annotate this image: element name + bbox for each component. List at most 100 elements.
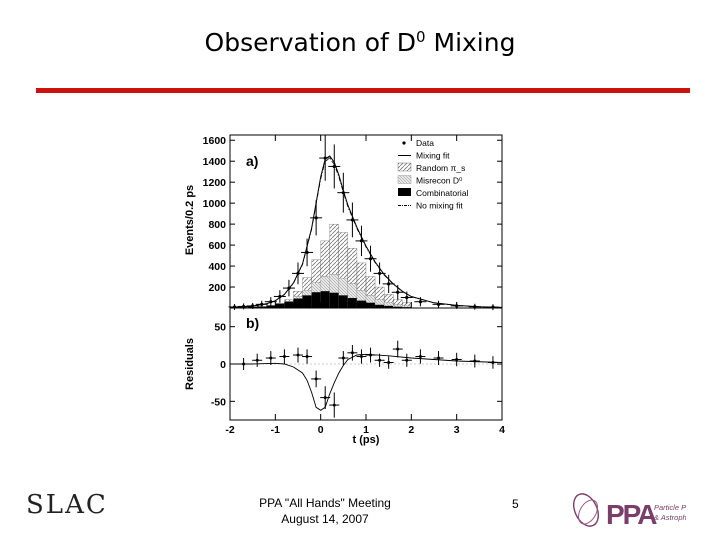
data-point [232, 305, 237, 309]
legend-combinatorial-swatch [398, 188, 411, 196]
misrecon-d0-bar [293, 296, 303, 299]
top-y-tick-label: 400 [208, 261, 226, 273]
top-y-axis-label: Events/0.2 ps [184, 185, 196, 255]
data-point [323, 156, 327, 160]
residual-point [332, 403, 336, 407]
top-y-tick-label: 800 [208, 219, 226, 231]
random-pis-bar [302, 277, 312, 291]
random-pis-bar [383, 294, 394, 303]
combinatorial-bar [338, 295, 348, 308]
title-superscript: 0 [416, 28, 426, 46]
data-point [251, 304, 255, 308]
data-point [332, 164, 336, 169]
x-axis-label: t (ps) [353, 434, 380, 446]
residual-point [242, 362, 246, 366]
combinatorial-bar [320, 291, 330, 308]
data-point [378, 271, 382, 275]
slac-logo: SLAC [26, 490, 108, 520]
page-number: 5 [512, 497, 519, 511]
residual-point [359, 355, 363, 359]
ppa-logo-sub2: & Astrophysics [654, 513, 686, 522]
combinatorial-bar [275, 303, 285, 308]
misrecon-d0-bar [374, 299, 385, 306]
x-tick-label: 3 [454, 424, 460, 436]
data-point [436, 302, 441, 306]
top-y-tick-label: 1000 [203, 198, 227, 210]
random-pis-bar [393, 299, 403, 306]
residual-point [396, 347, 400, 351]
data-point [341, 191, 345, 195]
random-pis-bar [338, 232, 349, 279]
random-pis-bar [347, 248, 358, 285]
bottom-y-axis-label: Residuals [184, 338, 196, 390]
data-point [287, 286, 291, 290]
residual-point [491, 361, 495, 365]
residual-point [282, 355, 286, 359]
misrecon-d0-bar [347, 283, 358, 299]
residual-point [473, 359, 477, 363]
random-pis-bar [374, 286, 385, 300]
residual-point [255, 358, 259, 362]
residual-point [387, 361, 391, 365]
combinatorial-bar [311, 292, 321, 308]
x-tick-label: 0 [318, 424, 324, 436]
residual-point [341, 356, 345, 360]
legend-random-swatch [397, 162, 412, 172]
data-point [491, 305, 495, 309]
top-y-tick-label: 1200 [203, 177, 227, 189]
title-tail: Mixing [425, 28, 516, 57]
random-pis-bar [275, 303, 285, 304]
residual-point [455, 358, 459, 362]
legend-entry: Data [416, 138, 434, 148]
footer: PPA "All Hands" Meeting August 14, 2007 [245, 495, 405, 527]
residual-point [269, 356, 273, 360]
x-tick-label: 1 [363, 424, 369, 436]
x-tick-label: -2 [225, 424, 234, 436]
misrecon-d0-bar [383, 302, 394, 307]
footer-meeting: PPA "All Hands" Meeting [259, 496, 391, 510]
combinatorial-bar [393, 306, 403, 308]
residual-point [378, 358, 382, 362]
misrecon-d0-bar [365, 295, 376, 303]
ppa-logo-sub1: Particle Physics [654, 503, 686, 512]
no-mixing-fit-curve [229, 157, 503, 308]
combinatorial-bar [266, 305, 276, 308]
ppa-logo: PPA Particle Physics & Astrophysics [573, 493, 686, 530]
title-underline [36, 88, 690, 93]
legend-entry: Mixing fit [416, 151, 450, 161]
random-pis-bar [356, 262, 367, 291]
bottom-y-tick-label: -50 [211, 396, 226, 408]
data-point [405, 295, 409, 300]
footer-date: August 14, 2007 [281, 512, 369, 526]
title-main: Observation of D [204, 28, 416, 57]
ppa-logo-text: PPA [606, 499, 657, 530]
combinatorial-bar [329, 292, 339, 308]
residual-point [305, 355, 309, 359]
random-pis-bar [293, 291, 303, 297]
random-pis-bar [311, 259, 321, 283]
data-point [242, 304, 246, 309]
top-y-tick-label: 600 [208, 240, 226, 252]
data-point [314, 216, 318, 220]
combinatorial-bar [375, 304, 385, 308]
random-pis-bar [284, 299, 294, 302]
legend-entry: Random π_s [416, 163, 465, 173]
combinatorial-bar [356, 300, 366, 308]
top-y-tick-label: 1600 [203, 135, 227, 147]
combinatorial-bar [366, 302, 376, 308]
legend: Data Mixing fit Random π_s Misrecon D⁰ Combi… [397, 138, 469, 211]
legend-data-swatch [402, 141, 406, 145]
misrecon-d0-bar [402, 305, 412, 308]
residual-point [405, 358, 409, 362]
residual-point [296, 353, 300, 357]
top-y-tick-label: 200 [208, 282, 226, 294]
misrecon-d0-bar [284, 301, 294, 302]
data-point [278, 294, 282, 299]
legend-entry: No mixing fit [416, 201, 463, 211]
misrecon-d0-bar [320, 276, 330, 292]
mixing-plot: 200 400 600 800 1000 1200 1400 1600 -50 0 50 -2 -1 0… [184, 134, 505, 446]
combinatorial-bar [293, 298, 303, 308]
misrecon-d0-bar [356, 290, 367, 301]
bottom-y-tick-label: 0 [220, 359, 226, 371]
residual-point [369, 353, 373, 357]
